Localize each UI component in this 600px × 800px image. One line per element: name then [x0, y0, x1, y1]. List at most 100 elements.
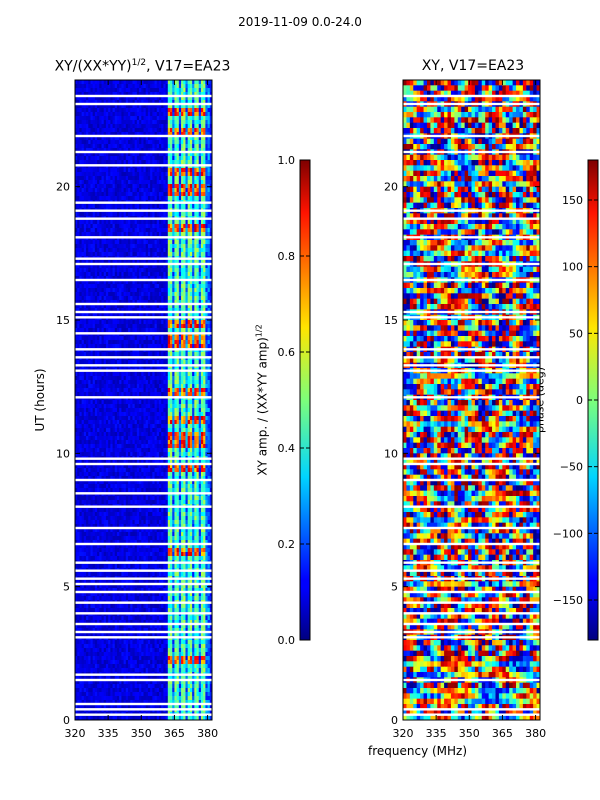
amp-cell — [97, 108, 100, 113]
amp-cell — [94, 320, 98, 325]
amp-cell — [128, 144, 131, 149]
amp-cell — [152, 248, 155, 253]
amp-cell — [116, 144, 120, 149]
amp-cell — [145, 192, 149, 197]
amp-cell — [178, 224, 182, 229]
amp-cell — [116, 312, 120, 317]
amp-cell — [79, 296, 83, 301]
amp-cell — [156, 392, 160, 397]
amp-cell — [207, 360, 211, 365]
amp-cell — [132, 292, 136, 297]
amp-cell — [189, 288, 193, 293]
amp-cell — [167, 180, 171, 185]
amp-cell — [178, 268, 182, 273]
amp-cell — [105, 388, 109, 393]
amp-cell — [176, 340, 180, 345]
amp-cell — [110, 144, 113, 149]
amp-cell — [198, 280, 202, 285]
amp-cell — [187, 92, 191, 97]
amp-cell — [192, 152, 195, 157]
amp-cell — [161, 92, 164, 97]
amp-cell — [163, 152, 166, 157]
amp-cell — [183, 372, 186, 377]
amp-cell — [187, 184, 191, 189]
amp-cell — [99, 108, 102, 113]
amp-cell — [103, 192, 107, 197]
amp-cell — [121, 344, 125, 349]
amp-cell — [128, 276, 131, 281]
amp-cell — [187, 288, 191, 293]
amp-cell — [110, 232, 113, 237]
amp-cell — [105, 220, 109, 225]
amp-cell — [183, 148, 186, 153]
amp-cell — [116, 260, 120, 265]
amp-cell — [75, 260, 78, 265]
amp-cell — [79, 212, 83, 217]
amp-cell — [183, 308, 186, 313]
amp-cell — [203, 360, 206, 365]
amp-cell — [189, 376, 193, 381]
amp-cell — [90, 300, 94, 305]
amp-cell — [110, 228, 113, 233]
amp-cell — [189, 264, 193, 269]
amp-cell — [178, 312, 182, 317]
amp-cell — [139, 220, 142, 225]
amp-cell — [139, 192, 142, 197]
amp-cell — [196, 184, 200, 189]
amp-cell — [110, 392, 113, 397]
amp-cell — [187, 152, 191, 157]
amp-cell — [94, 324, 98, 329]
amp-cell — [119, 132, 122, 137]
amp-cell — [83, 280, 87, 285]
amp-cell — [178, 120, 182, 125]
amp-cell — [200, 388, 204, 393]
amp-cell — [112, 92, 116, 97]
amp-cell — [185, 144, 189, 149]
amp-cell — [132, 132, 136, 137]
amp-cell — [101, 80, 105, 85]
amp-cell — [130, 160, 133, 165]
amp-cell — [94, 204, 98, 209]
amp-cell — [176, 88, 180, 93]
amp-cell — [90, 388, 94, 393]
amp-cell — [90, 176, 94, 181]
amp-cell — [209, 232, 213, 237]
amp-cell — [132, 268, 136, 273]
amp-cell — [83, 380, 87, 385]
amp-cell — [123, 340, 127, 345]
amp-cell — [205, 224, 208, 229]
amp-cell — [158, 244, 162, 249]
amp-cell — [207, 212, 211, 217]
amp-cell — [158, 212, 162, 217]
amp-cell — [209, 124, 213, 129]
amp-cell — [141, 296, 144, 301]
amp-cell — [132, 212, 136, 217]
amp-cell — [101, 288, 105, 293]
amp-cell — [125, 344, 129, 349]
amp-cell — [203, 380, 206, 385]
amp-cell — [81, 104, 85, 109]
amp-cell — [203, 388, 206, 393]
amp-cell — [77, 400, 80, 405]
amp-cell — [121, 392, 125, 397]
amp-cell — [170, 336, 173, 341]
amp-cell — [187, 252, 191, 257]
amp-cell — [203, 288, 206, 293]
amp-cell — [97, 288, 100, 293]
amp-cell — [92, 120, 96, 125]
amp-cell — [143, 360, 147, 365]
amp-cell — [156, 104, 160, 109]
amp-cell — [121, 120, 125, 125]
amp-cell — [110, 124, 113, 129]
amp-cell — [134, 284, 138, 289]
amp-cell — [145, 252, 149, 257]
amp-cell — [147, 108, 151, 113]
amp-cell — [112, 132, 116, 137]
amp-cell — [90, 204, 94, 209]
amp-cell — [90, 168, 94, 173]
amp-cell — [161, 336, 164, 341]
amp-cell — [123, 168, 127, 173]
amp-cell — [108, 388, 111, 393]
amp-cell — [200, 248, 204, 253]
amp-cell — [209, 228, 213, 233]
